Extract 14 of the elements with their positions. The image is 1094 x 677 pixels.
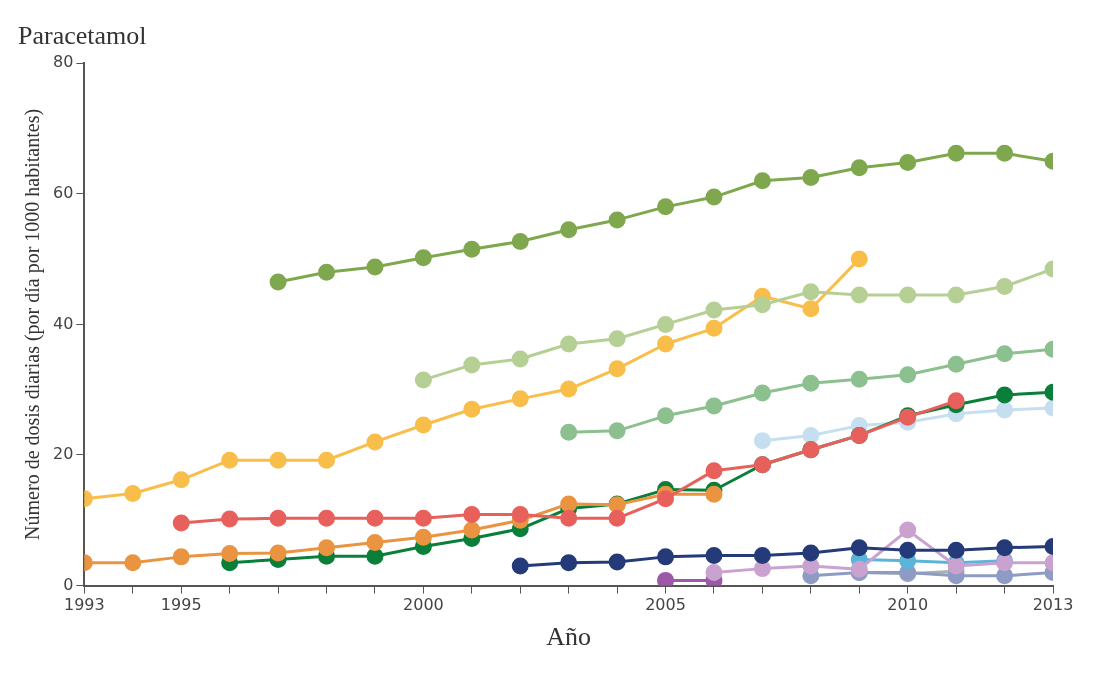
x-axis-title: Año <box>546 622 592 652</box>
x-tick-label: 1995 <box>160 595 202 615</box>
y-tick-label: 0 <box>63 574 74 594</box>
x-tick-label: 2010 <box>887 595 929 615</box>
y-tick-label: 40 <box>53 313 74 333</box>
y-axis-title: Número de dosis diarias (por día por 1000 habitantes) <box>21 108 45 540</box>
x-tick-label: 2005 <box>645 595 686 615</box>
x-tick-label: 2000 <box>403 595 444 615</box>
y-tick-label: 80 <box>53 52 74 72</box>
chart-title: Paracetamol <box>18 21 147 51</box>
x-tick-label: 1993 <box>64 595 105 615</box>
y-tick-label: 60 <box>53 182 74 202</box>
y-tick-label: 20 <box>53 444 74 464</box>
x-tick-label: 2013 <box>1032 595 1074 615</box>
